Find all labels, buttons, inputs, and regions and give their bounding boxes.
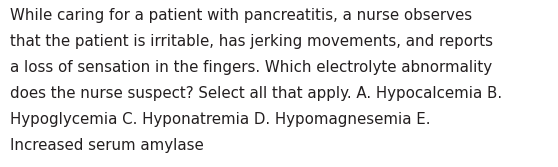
Text: that the patient is irritable, has jerking movements, and reports: that the patient is irritable, has jerki…	[10, 34, 493, 49]
Text: does the nurse suspect? Select all that apply. A. Hypocalcemia B.: does the nurse suspect? Select all that …	[10, 86, 502, 101]
Text: Hypoglycemia C. Hyponatremia D. Hypomagnesemia E.: Hypoglycemia C. Hyponatremia D. Hypomagn…	[10, 112, 431, 127]
Text: Increased serum amylase: Increased serum amylase	[10, 138, 204, 153]
Text: While caring for a patient with pancreatitis, a nurse observes: While caring for a patient with pancreat…	[10, 8, 472, 23]
Text: a loss of sensation in the fingers. Which electrolyte abnormality: a loss of sensation in the fingers. Whic…	[10, 60, 492, 75]
